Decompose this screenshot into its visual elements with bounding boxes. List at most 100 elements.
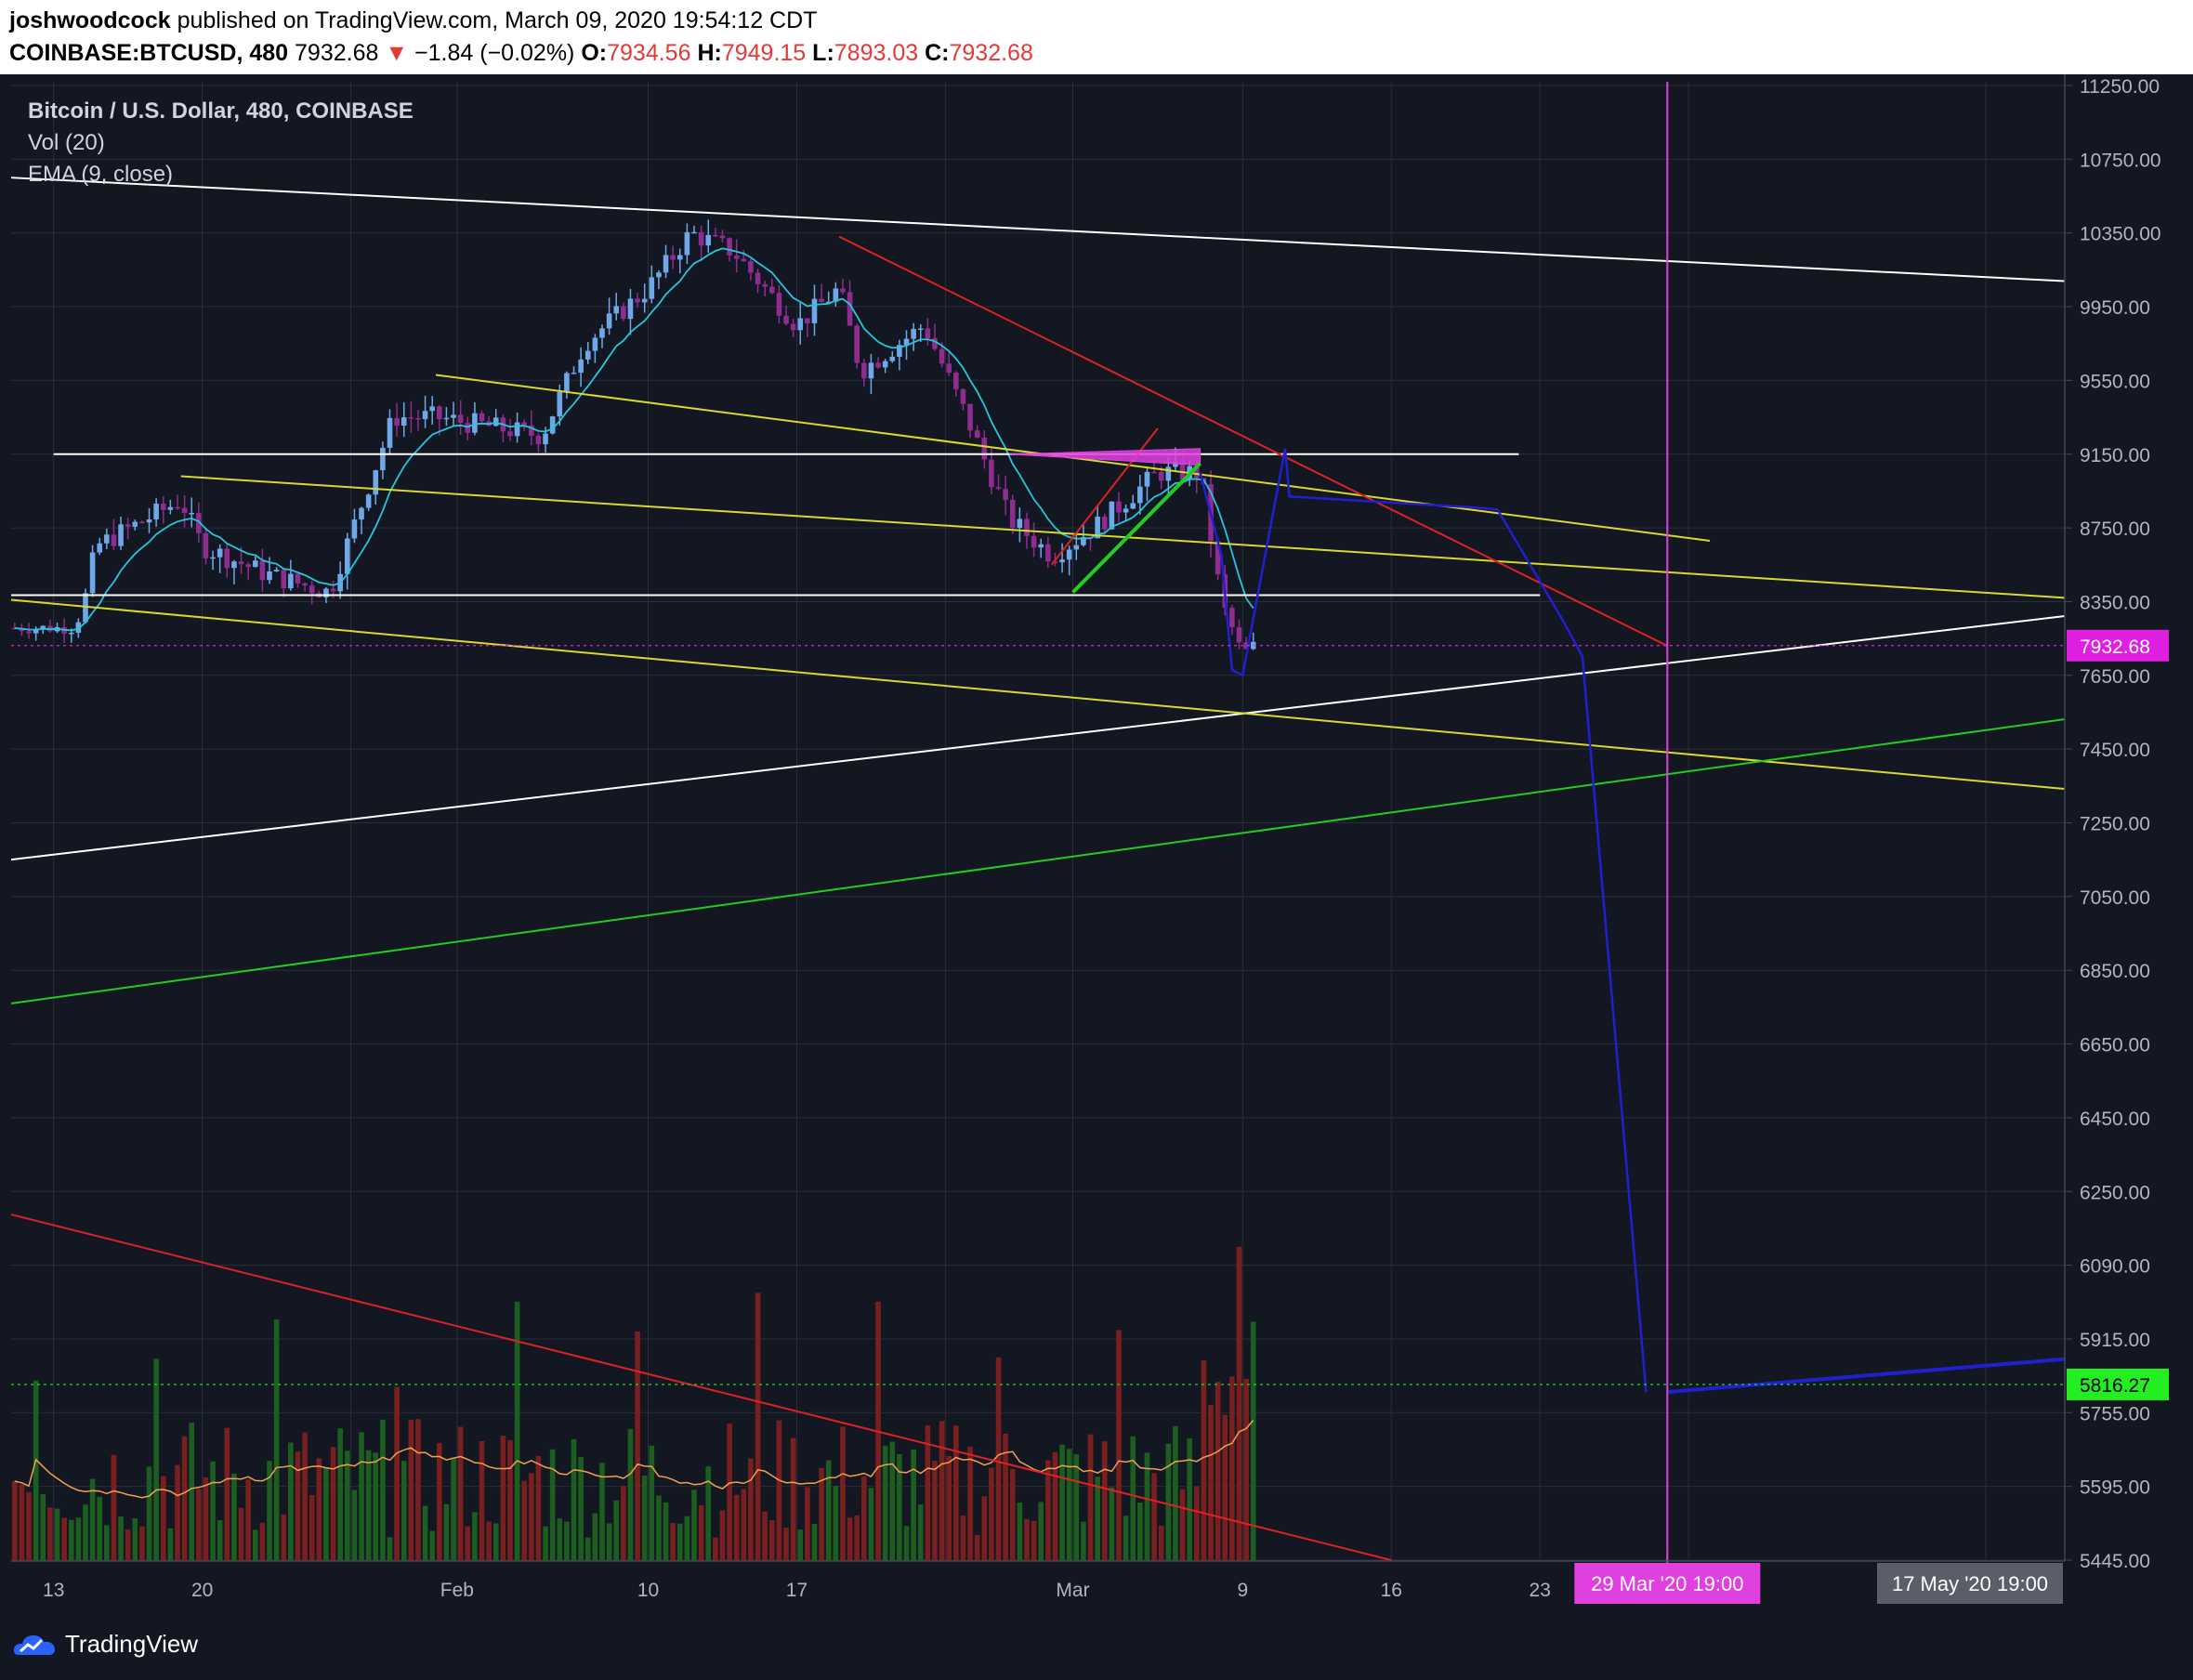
volume-bar <box>627 1428 634 1561</box>
volume-bar <box>925 1425 931 1561</box>
ema-line <box>14 247 1254 632</box>
candle-body <box>656 272 662 278</box>
volume-bar <box>181 1436 188 1561</box>
volume-bar <box>422 1505 428 1561</box>
chart-legend: Bitcoin / U.S. Dollar, 480, COINBASE Vol… <box>28 96 414 190</box>
candle-body <box>252 560 258 568</box>
legend-ema[interactable]: EMA (9, close) <box>28 162 174 187</box>
candle-body <box>153 503 159 520</box>
candle-body <box>1179 462 1186 480</box>
candle-body <box>762 283 768 287</box>
white-trend-line <box>10 177 2193 289</box>
close-label: C: <box>925 40 950 66</box>
price-chart[interactable]: 11250.0010750.0010350.009950.009550.0091… <box>0 74 2193 1611</box>
header-bar: joshwoodcock published on TradingView.co… <box>0 0 2193 74</box>
candle-body <box>705 234 712 246</box>
candle-body <box>451 414 456 418</box>
price-change: −1.84 (−0.02%) <box>414 40 575 66</box>
price-tick-label: 7050.00 <box>2080 887 2150 909</box>
candle-body <box>939 348 945 364</box>
volume-bar <box>1137 1503 1143 1561</box>
volume-bar <box>592 1513 598 1561</box>
candle-body <box>1229 608 1235 627</box>
time-tick-label: 16 <box>1381 1580 1402 1601</box>
candle-body <box>897 345 902 357</box>
volume-bar <box>245 1479 251 1561</box>
volume-bar <box>54 1508 60 1561</box>
volume-bar <box>408 1419 414 1561</box>
volume-bar <box>373 1452 379 1561</box>
candle-body <box>698 231 704 246</box>
candle-body <box>217 548 223 558</box>
candle-body <box>1038 544 1044 548</box>
volume-bar <box>868 1488 874 1561</box>
candle-body <box>797 318 804 331</box>
volume-bar <box>1073 1454 1080 1561</box>
marker-date-text: 29 Mar '20 19:00 <box>1591 1572 1743 1595</box>
candle-body <box>330 588 336 592</box>
volume-bar <box>967 1446 973 1561</box>
volume-bar <box>733 1494 740 1561</box>
volume-bar <box>543 1526 548 1561</box>
volume-bar <box>167 1528 174 1561</box>
volume-bar <box>47 1507 53 1561</box>
change-arrow-icon: ▼ <box>385 40 409 66</box>
candle-body <box>387 417 393 448</box>
candle-body <box>535 435 542 445</box>
volume-bar <box>259 1522 266 1561</box>
volume-bar <box>833 1486 839 1561</box>
candle-body <box>825 301 832 304</box>
volume-bar <box>578 1457 584 1561</box>
candle-body <box>1101 517 1108 530</box>
candle-body <box>181 507 188 514</box>
time-tick-label: 9 <box>1237 1580 1248 1601</box>
candle-body <box>104 534 110 544</box>
candle-body <box>465 423 471 433</box>
volume-bar <box>309 1494 315 1561</box>
green-trend-line <box>1071 462 1202 594</box>
candle-body <box>613 306 620 314</box>
candle-body <box>1236 626 1242 643</box>
candle-body <box>259 560 266 581</box>
volume-bar <box>61 1517 67 1561</box>
legend-volume[interactable]: Vol (20) <box>28 130 105 155</box>
volume-bar <box>33 1380 39 1561</box>
time-tick-label: 13 <box>43 1580 64 1601</box>
candle-body <box>733 255 740 259</box>
volume-bar <box>1151 1473 1157 1561</box>
candle-body <box>606 313 612 329</box>
candle-body <box>457 414 464 424</box>
volume-bar <box>762 1511 768 1561</box>
candle-body <box>755 272 761 284</box>
candle-body <box>1003 489 1008 500</box>
volume-bar <box>635 1331 640 1561</box>
candle-body <box>967 403 973 431</box>
candle-body <box>19 627 25 632</box>
candle-body <box>408 417 414 419</box>
volume-bar <box>1017 1503 1023 1561</box>
candle-body <box>33 629 39 634</box>
candle-body <box>380 447 386 471</box>
candle-body <box>663 255 669 273</box>
chart-grid <box>11 82 2065 1561</box>
volume-bars <box>12 1246 1256 1561</box>
time-tick-label: 20 <box>191 1580 213 1601</box>
price-tick-label: 8750.00 <box>2080 518 2150 540</box>
volume-bar <box>684 1516 690 1561</box>
white-trend-line <box>10 599 2193 861</box>
volume-price-text: 5816.27 <box>2080 1375 2150 1397</box>
volume-bar <box>500 1436 506 1561</box>
author-name[interactable]: joshwoodcock <box>9 7 171 33</box>
price-tick-label: 6650.00 <box>2080 1035 2150 1057</box>
price-tick-label: 6850.00 <box>2080 961 2150 982</box>
volume-bar <box>1201 1360 1207 1561</box>
candle-body <box>394 417 400 427</box>
volume-bar <box>302 1432 308 1561</box>
candle-body <box>571 373 577 374</box>
tradingview-logo[interactable]: TradingView <box>13 1630 198 1659</box>
volume-bar <box>1066 1449 1072 1561</box>
price-tick-label: 8350.00 <box>2080 592 2150 613</box>
volume-bar <box>175 1464 180 1561</box>
volume-bar <box>472 1512 478 1561</box>
publish-line: joshwoodcock published on TradingView.co… <box>9 7 817 34</box>
